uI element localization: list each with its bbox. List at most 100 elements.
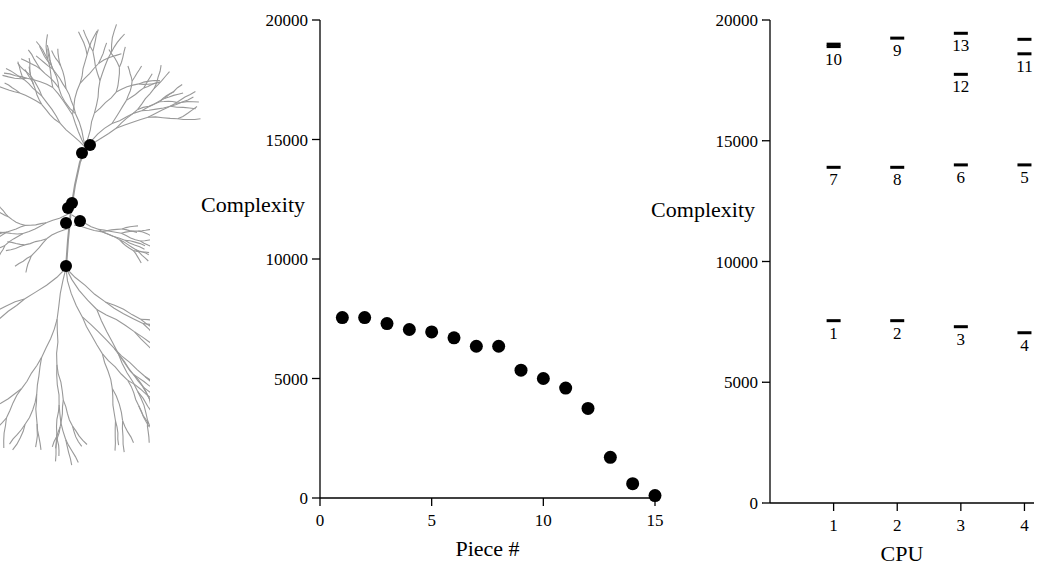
x-tick-label: 2 — [893, 516, 902, 535]
dendrite — [66, 268, 82, 317]
dendrite — [73, 426, 88, 444]
dendrite — [148, 103, 175, 117]
dendrite — [6, 245, 25, 251]
dendrite — [213, 334, 237, 341]
dendrite — [31, 76, 42, 96]
dendrite — [192, 326, 208, 331]
x-tick-label: 0 — [316, 511, 325, 530]
dendrite — [154, 389, 173, 395]
dendrite — [5, 234, 23, 246]
dendrite — [192, 367, 216, 368]
dendrite — [10, 424, 26, 444]
dendrite — [57, 405, 60, 434]
dendrite — [158, 421, 175, 447]
split-point — [84, 139, 96, 151]
dendrite — [169, 408, 188, 428]
dendrite — [57, 365, 63, 400]
marks — [827, 32, 1032, 334]
piece-labels: 17102893612134511 — [825, 36, 1033, 354]
dendrite — [42, 319, 58, 357]
dendrite — [163, 351, 179, 372]
x-tick — [833, 503, 834, 511]
y-tick — [312, 19, 320, 20]
piece-dash — [1017, 163, 1031, 166]
dendrite — [167, 399, 189, 412]
dendrite — [170, 321, 192, 325]
dendrite — [25, 394, 37, 424]
dendrite — [144, 388, 169, 408]
dendrite — [83, 30, 93, 51]
dendrite — [53, 88, 73, 115]
y-axis-title: Complexity — [201, 192, 305, 217]
dendrite — [123, 421, 134, 443]
y-tick-label: 15000 — [266, 131, 309, 150]
dendrite — [112, 111, 142, 124]
dendrite — [72, 215, 98, 229]
y-tick — [312, 497, 320, 498]
marks — [336, 311, 662, 502]
dendrite — [148, 421, 157, 445]
dendrite — [195, 314, 213, 322]
dendrite — [97, 310, 135, 332]
dendrite — [109, 50, 120, 68]
dendrite — [15, 256, 31, 266]
dendrite — [73, 115, 87, 148]
dendrite — [53, 69, 67, 89]
dendrite — [170, 320, 196, 322]
dendrite — [191, 370, 217, 383]
dendrite — [191, 370, 216, 377]
point — [537, 372, 550, 385]
split-point — [74, 215, 86, 227]
dendrite — [66, 440, 79, 463]
dendrite — [153, 399, 179, 404]
dendrite — [66, 268, 97, 310]
dendrite — [135, 332, 164, 354]
dendrite — [47, 228, 70, 239]
y-tick-label: 10000 — [266, 250, 309, 269]
x-tick — [543, 498, 544, 506]
dendrite — [178, 392, 207, 402]
dendrite — [178, 360, 186, 380]
x-tick-label: 1 — [829, 516, 838, 535]
dendrite — [165, 339, 178, 361]
dendrite — [42, 96, 60, 123]
dendrite — [25, 239, 47, 245]
dendrite — [160, 91, 175, 101]
dendrite — [66, 440, 72, 466]
piece-label: 12 — [952, 77, 969, 96]
x-tick-label: 4 — [1020, 516, 1029, 535]
dendrite — [204, 351, 214, 376]
dendrite — [128, 66, 132, 81]
x-tick-label: 10 — [535, 511, 552, 530]
dendrite — [93, 30, 98, 52]
dendrite — [162, 418, 181, 441]
y-tick-label: 0 — [300, 489, 309, 508]
dendrite — [154, 389, 166, 403]
piece-dash — [1017, 38, 1031, 41]
dendrite — [153, 399, 168, 416]
point — [425, 325, 438, 338]
dendrite — [118, 353, 138, 391]
piece-dash — [890, 166, 904, 169]
piece-label: 9 — [893, 41, 902, 60]
dendrite — [52, 51, 61, 66]
x-tick-label: 15 — [647, 511, 664, 530]
piece-dash — [890, 319, 904, 322]
dendrite — [7, 242, 24, 245]
piece-dash — [954, 73, 968, 76]
dendrite — [178, 392, 204, 413]
x-axis-line — [770, 502, 1034, 503]
x-tick-label: 5 — [427, 511, 436, 530]
dendrite — [143, 324, 163, 351]
dendrite — [184, 352, 202, 364]
dendrite — [171, 106, 196, 108]
y-tick — [762, 140, 770, 141]
piece-dash — [827, 43, 841, 46]
dendrite — [97, 310, 118, 354]
dendrite — [119, 47, 125, 67]
dendrite — [0, 245, 5, 253]
dendrite — [167, 399, 186, 419]
dendrite — [73, 83, 81, 114]
dendrite — [93, 51, 100, 80]
point — [649, 489, 662, 502]
